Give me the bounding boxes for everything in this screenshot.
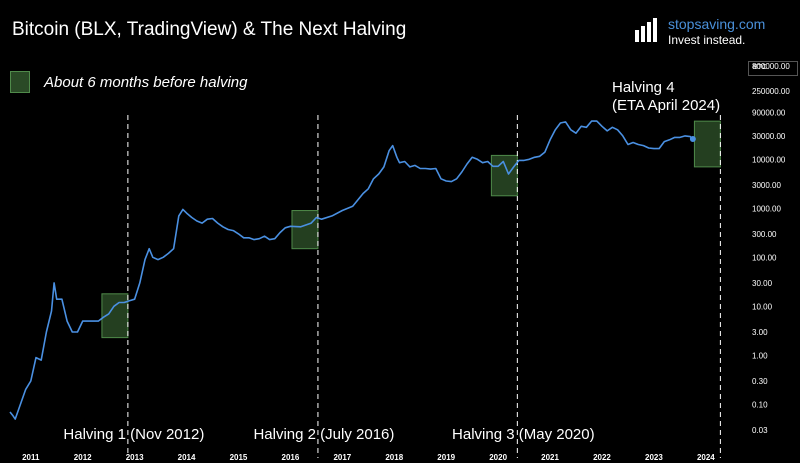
x-tick-label: 2021	[541, 453, 559, 462]
legend-label: About 6 months before halving	[44, 74, 248, 91]
x-tick-label: 2011	[22, 453, 40, 462]
y-tick-label: 300.00	[752, 230, 777, 239]
y-tick-label: 250000.00	[752, 87, 790, 96]
x-tick-label: 2022	[593, 453, 611, 462]
y-tick-label: 30.00	[752, 279, 773, 288]
y-tick-label: 800000.00	[752, 62, 790, 71]
brand-logo: stopsaving.com Invest instead.	[634, 16, 765, 47]
bar-chart-icon	[635, 18, 657, 42]
x-tick-label: 2017	[333, 453, 351, 462]
x-tick-label: 2024	[697, 453, 715, 462]
y-tick-label: 10.00	[752, 302, 773, 311]
y-tick-label: 3000.00	[752, 181, 781, 190]
unit-label: BTC	[748, 61, 798, 76]
x-tick-label: 2023	[645, 453, 663, 462]
pre-halving-region-3	[490, 154, 518, 197]
x-tick-label: 2012	[74, 453, 92, 462]
legend-swatch	[10, 71, 30, 93]
y-tick-label: 0.10	[752, 400, 768, 409]
chart-title: Bitcoin (BLX, TradingView) & The Next Ha…	[12, 19, 407, 40]
halving-4-label: Halving 4	[612, 79, 675, 96]
x-tick-label: 2015	[230, 453, 248, 462]
halving-label-3: Halving 3 (May 2020)	[452, 426, 595, 443]
y-tick-label: 90000.00	[752, 109, 786, 118]
x-tick-label: 2013	[126, 453, 144, 462]
last-price-point	[689, 135, 696, 142]
x-tick-label: 2016	[282, 453, 300, 462]
pre-halving-region-4	[693, 120, 721, 168]
x-tick-label: 2019	[437, 453, 455, 462]
y-tick-label: 30000.00	[752, 132, 786, 141]
y-tick-label: 1.00	[752, 351, 768, 360]
y-tick-label: 100.00	[752, 253, 777, 262]
x-tick-label: 2018	[385, 453, 403, 462]
pre-halving-region-2	[291, 210, 319, 250]
x-tick-label: 2014	[178, 453, 196, 462]
y-tick-label: 0.30	[752, 377, 768, 386]
brand-name: stopsaving.com	[668, 16, 766, 32]
price-line	[9, 120, 694, 420]
brand-tagline: Invest instead.	[668, 33, 746, 47]
halving-label-2: Halving 2 (July 2016)	[253, 426, 394, 443]
y-tick-label: 10000.00	[752, 155, 786, 164]
y-tick-label: 1000.00	[752, 204, 781, 213]
x-tick-label: 2020	[489, 453, 507, 462]
y-tick-label: 3.00	[752, 328, 768, 337]
halving-4-eta: (ETA April 2024)	[612, 97, 721, 114]
halving-label-1: Halving 1 (Nov 2012)	[63, 426, 204, 443]
y-tick-label: 0.03	[752, 426, 768, 435]
